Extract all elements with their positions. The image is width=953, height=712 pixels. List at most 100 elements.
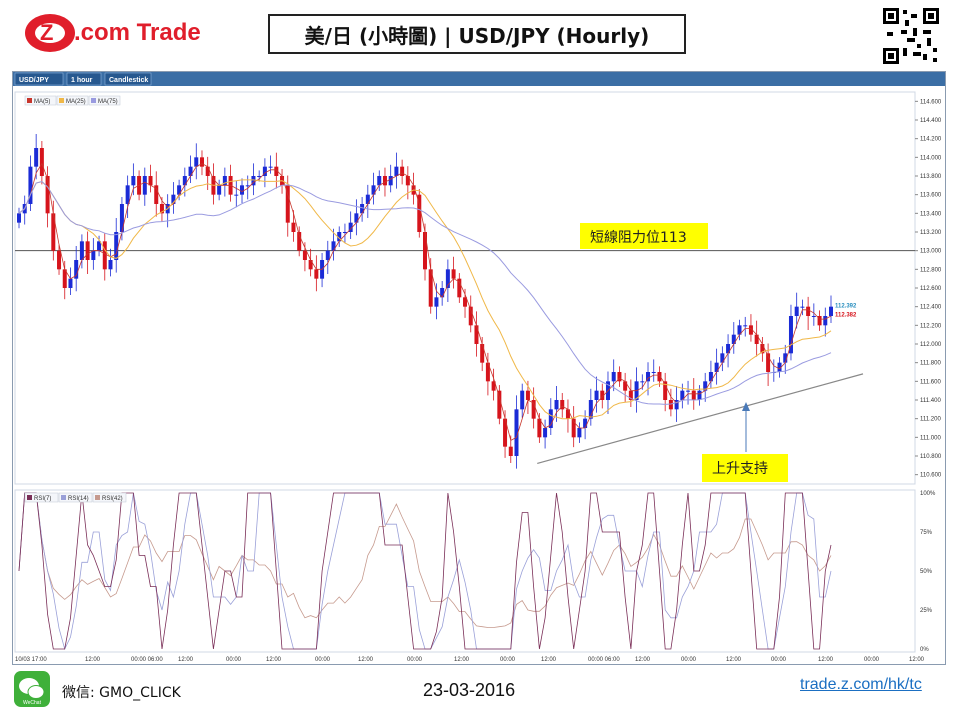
candle xyxy=(491,381,496,391)
candle xyxy=(79,241,84,260)
candle xyxy=(737,325,742,335)
candle xyxy=(783,353,788,363)
price-panel xyxy=(14,91,916,485)
candle xyxy=(497,390,502,419)
candle xyxy=(525,390,530,400)
x-tick-label: 00:00 xyxy=(771,657,787,663)
candle xyxy=(503,418,508,447)
price-tag-upper: 112.392 xyxy=(835,304,857,310)
candle xyxy=(743,325,748,327)
candle xyxy=(274,166,279,176)
chart-window: USD/JPY 1 hour Candlestick 114.600 114.400 11… xyxy=(12,71,946,665)
candle xyxy=(142,176,147,195)
candle xyxy=(760,344,765,354)
candle xyxy=(440,288,445,298)
candle xyxy=(388,176,393,186)
ma-legend-swatch xyxy=(27,98,32,103)
candle xyxy=(302,250,307,260)
candle xyxy=(251,176,256,186)
x-tick-label: 12:00 xyxy=(909,657,925,663)
rsi-tick-label: 100% xyxy=(920,491,936,497)
candle xyxy=(537,418,542,438)
candle xyxy=(668,400,673,410)
candle xyxy=(445,269,450,288)
candle xyxy=(194,157,199,167)
y-tick-label: 114.200 xyxy=(920,137,942,143)
y-tick-label: 111.200 xyxy=(920,417,941,423)
candle xyxy=(823,316,828,326)
candle xyxy=(68,278,73,288)
candle xyxy=(177,185,182,195)
candle xyxy=(731,334,736,344)
candle xyxy=(119,204,124,232)
candle xyxy=(651,372,656,373)
svg-text:WeChat: WeChat xyxy=(23,700,42,706)
candle xyxy=(34,148,39,167)
candle xyxy=(405,176,410,186)
y-tick-label: 111.000 xyxy=(920,435,941,441)
support-annotation: 上升支持 xyxy=(712,461,768,477)
candle xyxy=(806,306,811,316)
candle xyxy=(240,185,245,195)
brand-logo-mark: Z xyxy=(40,20,53,45)
x-tick-label: 12:00 xyxy=(818,657,834,663)
candle xyxy=(331,241,336,251)
rsi-tick-label: 25% xyxy=(920,608,933,614)
candle xyxy=(617,372,622,382)
price-tag-lower: 112.382 xyxy=(835,313,857,319)
y-tick-label: 112.000 xyxy=(920,342,942,348)
y-tick-label: 113.200 xyxy=(920,230,942,236)
x-tick-label: 12:00 xyxy=(358,657,374,663)
candle xyxy=(371,185,376,195)
ma-legend-label: MA(75) xyxy=(98,99,118,105)
candle xyxy=(708,372,713,382)
x-tick-label: 12:00 xyxy=(85,657,101,663)
y-tick-label: 111.800 xyxy=(920,361,941,367)
resistance-annotation: 短線阻力位113 xyxy=(590,230,687,246)
candle xyxy=(565,409,570,419)
candle xyxy=(663,381,668,400)
candle xyxy=(394,166,399,176)
candle xyxy=(308,260,313,270)
candle xyxy=(28,166,33,204)
site-link[interactable]: trade.z.com/hk/tc xyxy=(800,676,922,693)
candle xyxy=(811,316,816,317)
candle xyxy=(342,232,347,233)
y-tick-label: 112.600 xyxy=(920,286,942,292)
candle xyxy=(777,362,782,372)
candle xyxy=(39,148,44,176)
candle xyxy=(691,390,696,400)
ma-legend-swatch xyxy=(59,98,64,103)
candle xyxy=(485,362,490,382)
candle xyxy=(377,176,382,186)
toolbar-tab-label: Candlestick xyxy=(109,77,148,84)
y-tick-label: 110.600 xyxy=(920,473,942,479)
candle xyxy=(754,334,759,344)
toolbar-tab-label: USD/JPY xyxy=(19,77,49,84)
rsi-legend-label: RSI(14) xyxy=(68,496,89,502)
y-tick-label: 113.600 xyxy=(920,193,942,199)
x-tick-label: 12:00 xyxy=(541,657,557,663)
candle xyxy=(520,390,525,410)
candle xyxy=(600,390,605,400)
resistance-annotation-box xyxy=(580,223,708,249)
rsi-panel xyxy=(14,489,916,653)
candle xyxy=(205,166,210,176)
candle xyxy=(480,344,485,363)
candle xyxy=(365,194,370,204)
candle xyxy=(423,232,427,270)
rsi-legend-item xyxy=(58,492,93,503)
candle xyxy=(268,166,273,168)
candle xyxy=(646,372,651,382)
candle xyxy=(325,250,330,260)
rsi-tick-label: 75% xyxy=(920,530,933,536)
rsi-legend-item xyxy=(24,492,59,503)
rsi-legend-swatch xyxy=(27,495,32,500)
candle xyxy=(554,400,559,410)
rsi42-line xyxy=(18,492,832,628)
candle xyxy=(188,166,193,176)
candle xyxy=(434,297,439,307)
candle xyxy=(17,213,21,223)
candle xyxy=(577,428,582,438)
ma-legend-swatch xyxy=(91,98,96,103)
